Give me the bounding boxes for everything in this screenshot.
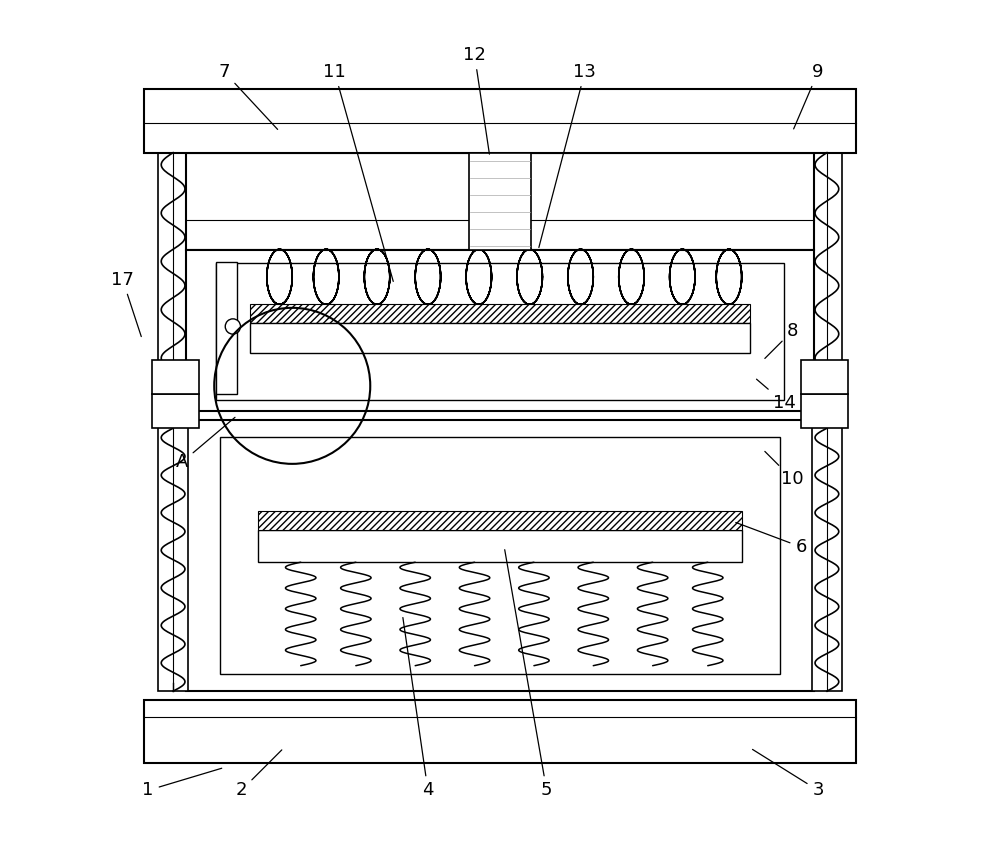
Bar xyxy=(144,89,856,153)
Bar xyxy=(152,394,199,428)
Text: 10: 10 xyxy=(765,451,804,488)
Bar xyxy=(812,148,842,691)
Text: 12: 12 xyxy=(463,46,489,154)
Bar xyxy=(801,360,848,394)
Text: 11: 11 xyxy=(323,63,393,282)
Text: A: A xyxy=(176,417,235,471)
Bar xyxy=(801,394,848,428)
Bar xyxy=(250,323,750,353)
Bar xyxy=(258,530,742,562)
Bar xyxy=(144,700,856,763)
Text: 6: 6 xyxy=(736,522,807,556)
Bar xyxy=(152,360,199,394)
Text: 4: 4 xyxy=(403,617,434,800)
Bar xyxy=(250,304,750,323)
Text: 1: 1 xyxy=(142,768,222,800)
Text: 13: 13 xyxy=(539,63,596,248)
Text: 17: 17 xyxy=(111,271,141,337)
Circle shape xyxy=(225,319,241,334)
Bar xyxy=(258,511,742,530)
Text: 2: 2 xyxy=(236,750,282,800)
Bar xyxy=(186,250,814,411)
Text: 7: 7 xyxy=(219,63,278,130)
Bar xyxy=(469,153,531,250)
Bar xyxy=(186,153,814,250)
Bar xyxy=(158,148,188,691)
Text: 3: 3 xyxy=(753,750,824,800)
Text: 14: 14 xyxy=(757,379,796,412)
Text: 5: 5 xyxy=(505,550,552,800)
Bar xyxy=(216,262,237,394)
Text: 9: 9 xyxy=(794,63,824,129)
Bar xyxy=(186,420,814,691)
Bar xyxy=(220,437,780,674)
Bar xyxy=(216,263,784,400)
Text: 8: 8 xyxy=(765,321,798,359)
